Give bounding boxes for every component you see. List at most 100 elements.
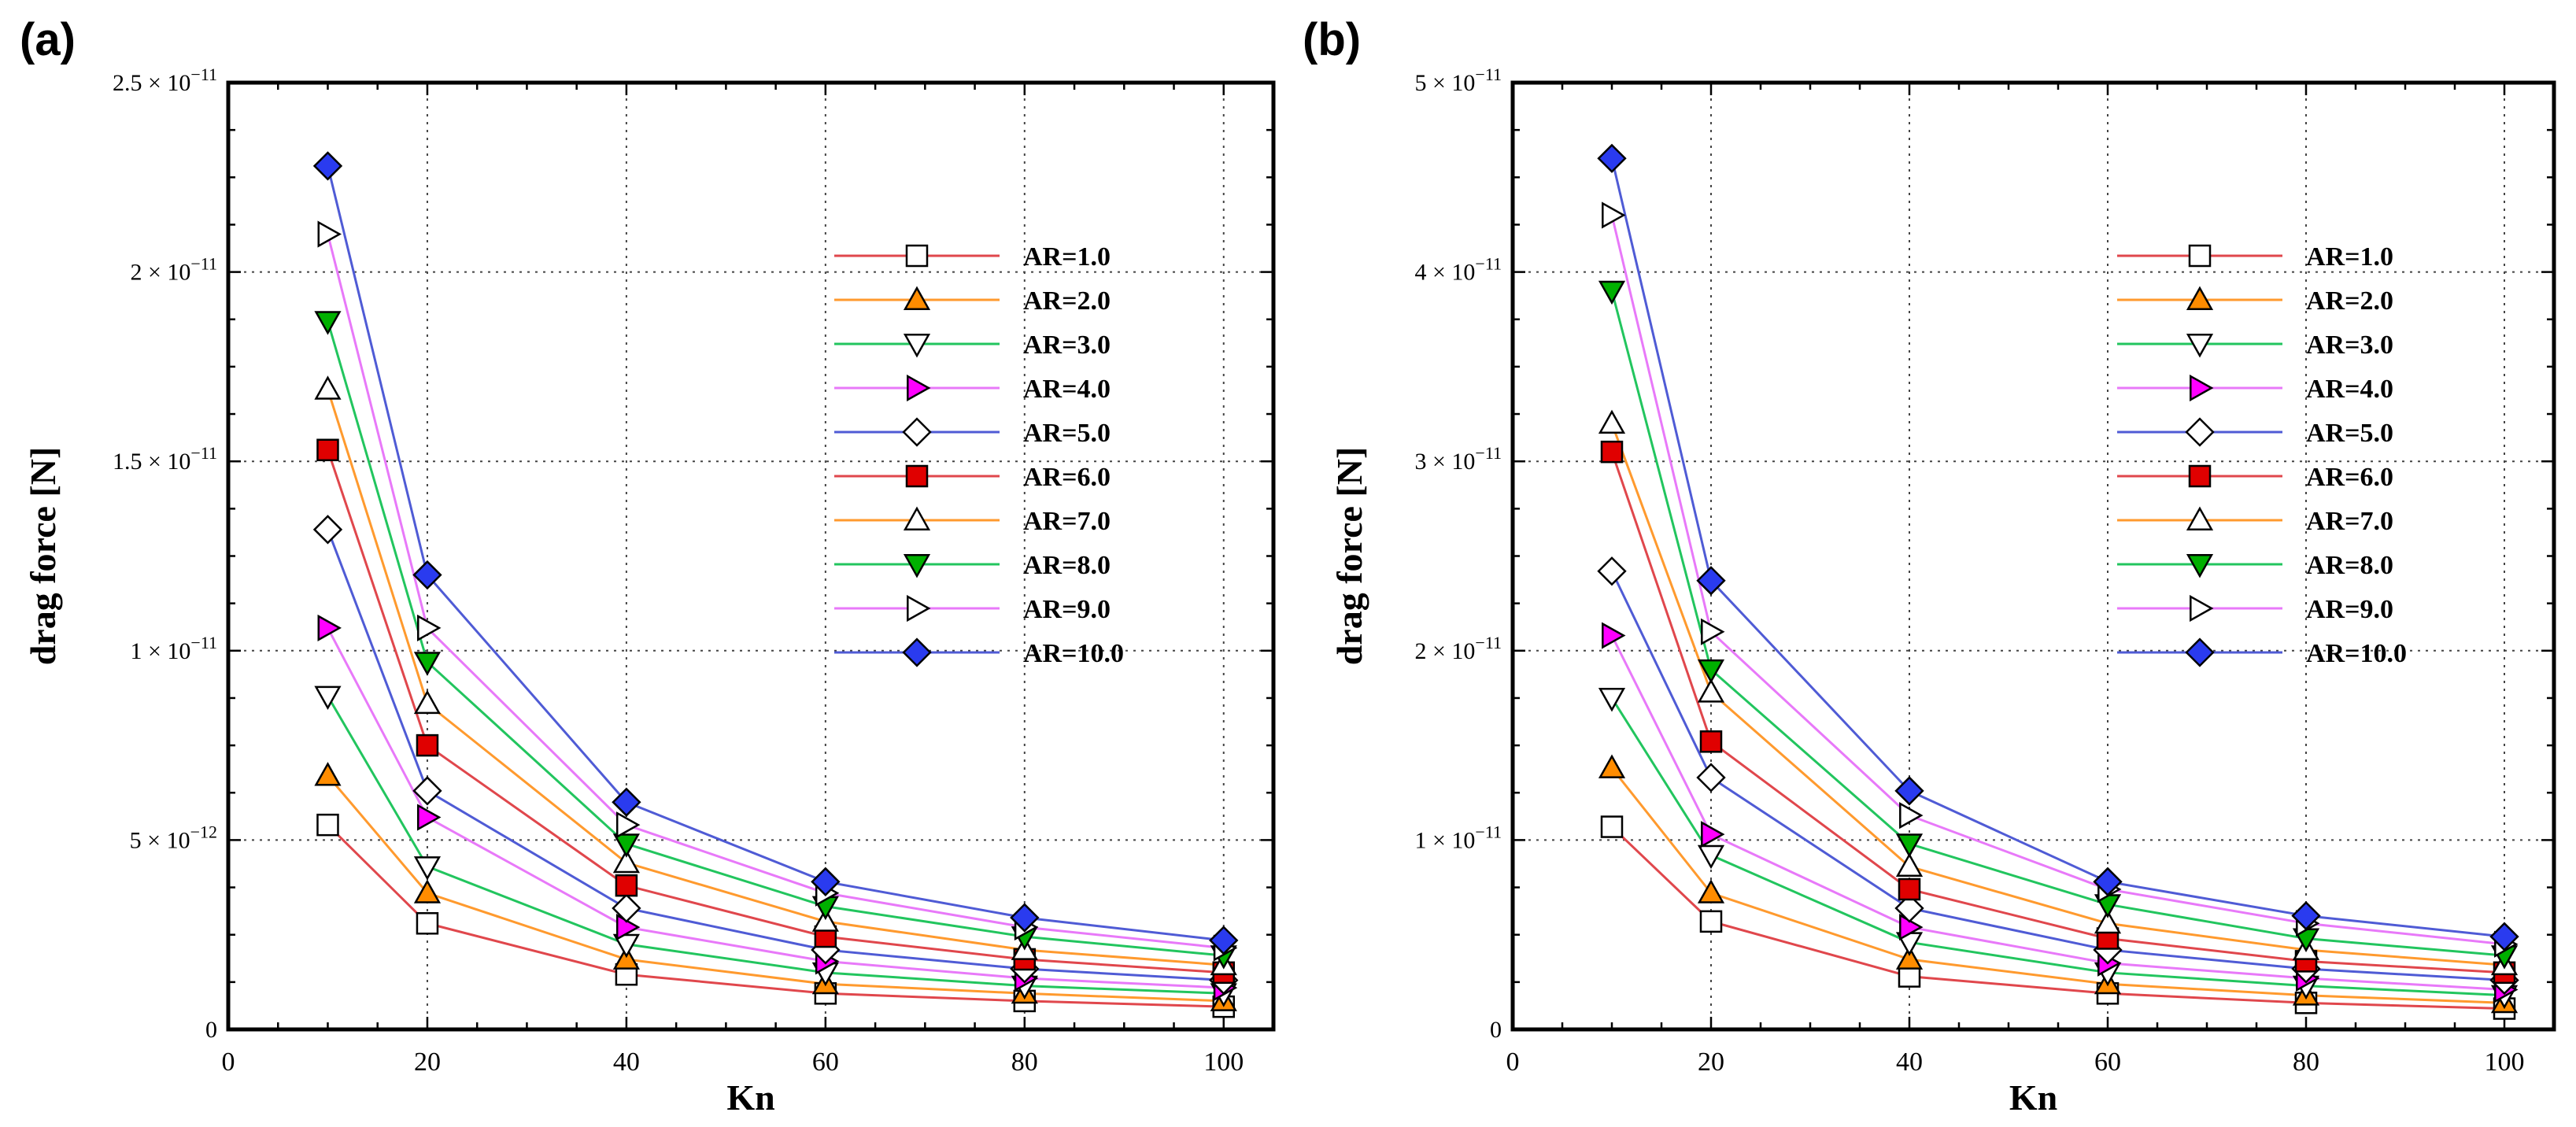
- legend-label: AR=4.0: [1023, 375, 1111, 404]
- legend-marker: [2186, 334, 2214, 358]
- legend-marker: [2185, 417, 2215, 447]
- data-point: [2094, 909, 2122, 934]
- data-point: [1701, 618, 1725, 645]
- legend-marker: [2186, 506, 2214, 530]
- data-point: [1699, 910, 1723, 933]
- data-point: [1597, 143, 1627, 173]
- data-point: [1895, 852, 1924, 878]
- x-axis-title: Kn: [2009, 1077, 2057, 1118]
- series-line: [1610, 451, 2505, 974]
- legend-marker: [907, 594, 931, 623]
- y-tick-label: 5 × 10−12: [130, 822, 217, 853]
- data-point: [1696, 763, 1726, 793]
- data-point: [1597, 556, 1627, 586]
- legend-marker: [2185, 637, 2215, 667]
- x-tick-label: 0: [1506, 1048, 1520, 1077]
- data-point: [1696, 566, 1726, 596]
- data-point: [615, 874, 638, 897]
- data-point: [1898, 878, 1921, 901]
- plot-area: [228, 83, 1273, 1029]
- legend-marker: [903, 506, 931, 530]
- data-point: [1598, 754, 1626, 778]
- legend-label: AR=4.0: [2306, 375, 2393, 404]
- data-point: [416, 912, 439, 935]
- data-point: [413, 856, 442, 881]
- series-line: [327, 627, 1224, 989]
- plot-area: [1513, 83, 2554, 1029]
- y-tick-label: 2 × 10−11: [1414, 633, 1502, 664]
- series-line: [1610, 767, 2505, 1004]
- data-point: [417, 804, 442, 831]
- data-point: [612, 787, 641, 817]
- series-line: [1610, 826, 2505, 1011]
- y-axis-title: drag force [N]: [1329, 447, 1369, 666]
- panel-b: (b) 0 20 40 60 80 100 0 1 × 10−11 2 × 10−11 3 × 10…: [1303, 14, 2556, 1118]
- series-line: [327, 165, 1224, 942]
- legend-label: AR=9.0: [2306, 595, 2393, 624]
- data-point: [412, 776, 442, 806]
- data-point: [1697, 659, 1725, 684]
- legend-label: AR=2.0: [1023, 286, 1111, 316]
- series-line: [327, 824, 1224, 1008]
- data-point: [1898, 965, 1921, 988]
- data-point: [612, 893, 641, 923]
- plot-frame: [226, 80, 1276, 1032]
- y-tick-label: 2 × 10−11: [130, 254, 217, 286]
- legend-label: AR=3.0: [1023, 331, 1111, 360]
- data-point: [612, 933, 640, 959]
- legend-marker: [2190, 594, 2214, 623]
- legend-label: AR=10.0: [1023, 639, 1124, 668]
- series-line: [327, 449, 1224, 974]
- data-point: [317, 220, 342, 248]
- legend-label: AR=3.0: [2306, 331, 2393, 360]
- x-tick-label: 60: [812, 1048, 839, 1077]
- data-point: [416, 733, 439, 757]
- series-line: [1610, 423, 2505, 966]
- y-tick-label: 3 × 10−11: [1414, 443, 1502, 475]
- data-point: [1895, 833, 1924, 858]
- data-point: [312, 515, 343, 545]
- legend-label: AR=9.0: [1023, 595, 1111, 624]
- data-point: [612, 848, 640, 874]
- data-point: [1209, 926, 1239, 955]
- data-point: [811, 907, 839, 932]
- data-point: [417, 614, 442, 642]
- data-point: [1697, 879, 1725, 903]
- data-point: [1010, 903, 1040, 933]
- data-point: [317, 614, 342, 642]
- data-point: [615, 811, 641, 839]
- x-tick-label: 100: [1203, 1048, 1244, 1077]
- y-tick-label: 0: [1490, 1017, 1502, 1043]
- legend-label: AR=6.0: [2306, 463, 2393, 492]
- data-point: [314, 685, 342, 711]
- legend-marker: [2190, 374, 2214, 402]
- legend-marker: [903, 286, 931, 310]
- data-point: [413, 689, 442, 715]
- data-point: [412, 560, 442, 590]
- series-line: [1610, 290, 2505, 957]
- data-point: [1899, 802, 1924, 830]
- data-point: [811, 866, 841, 896]
- data-point: [1701, 821, 1725, 848]
- data-point: [316, 438, 339, 462]
- legend-marker: [2186, 554, 2214, 578]
- data-point: [1894, 893, 1924, 923]
- data-point: [316, 813, 339, 837]
- legend-marker: [2186, 286, 2214, 310]
- legend-marker: [902, 637, 932, 667]
- legend-marker: [905, 464, 929, 488]
- data-point: [612, 945, 640, 970]
- legend-label: AR=5.0: [2306, 419, 2393, 448]
- x-axis-title: Kn: [726, 1077, 774, 1118]
- data-point: [612, 833, 640, 858]
- legend-label: AR=8.0: [2306, 551, 2393, 580]
- x-tick-label: 0: [222, 1048, 235, 1077]
- plot-frame: [1510, 80, 2556, 1032]
- data-point: [2489, 922, 2519, 951]
- series-line: [327, 389, 1224, 966]
- x-tick-label: 80: [1011, 1048, 1038, 1077]
- data-point: [1602, 201, 1626, 229]
- x-tick-label: 40: [1896, 1048, 1923, 1077]
- data-point: [2291, 900, 2321, 931]
- data-point: [1895, 945, 1924, 970]
